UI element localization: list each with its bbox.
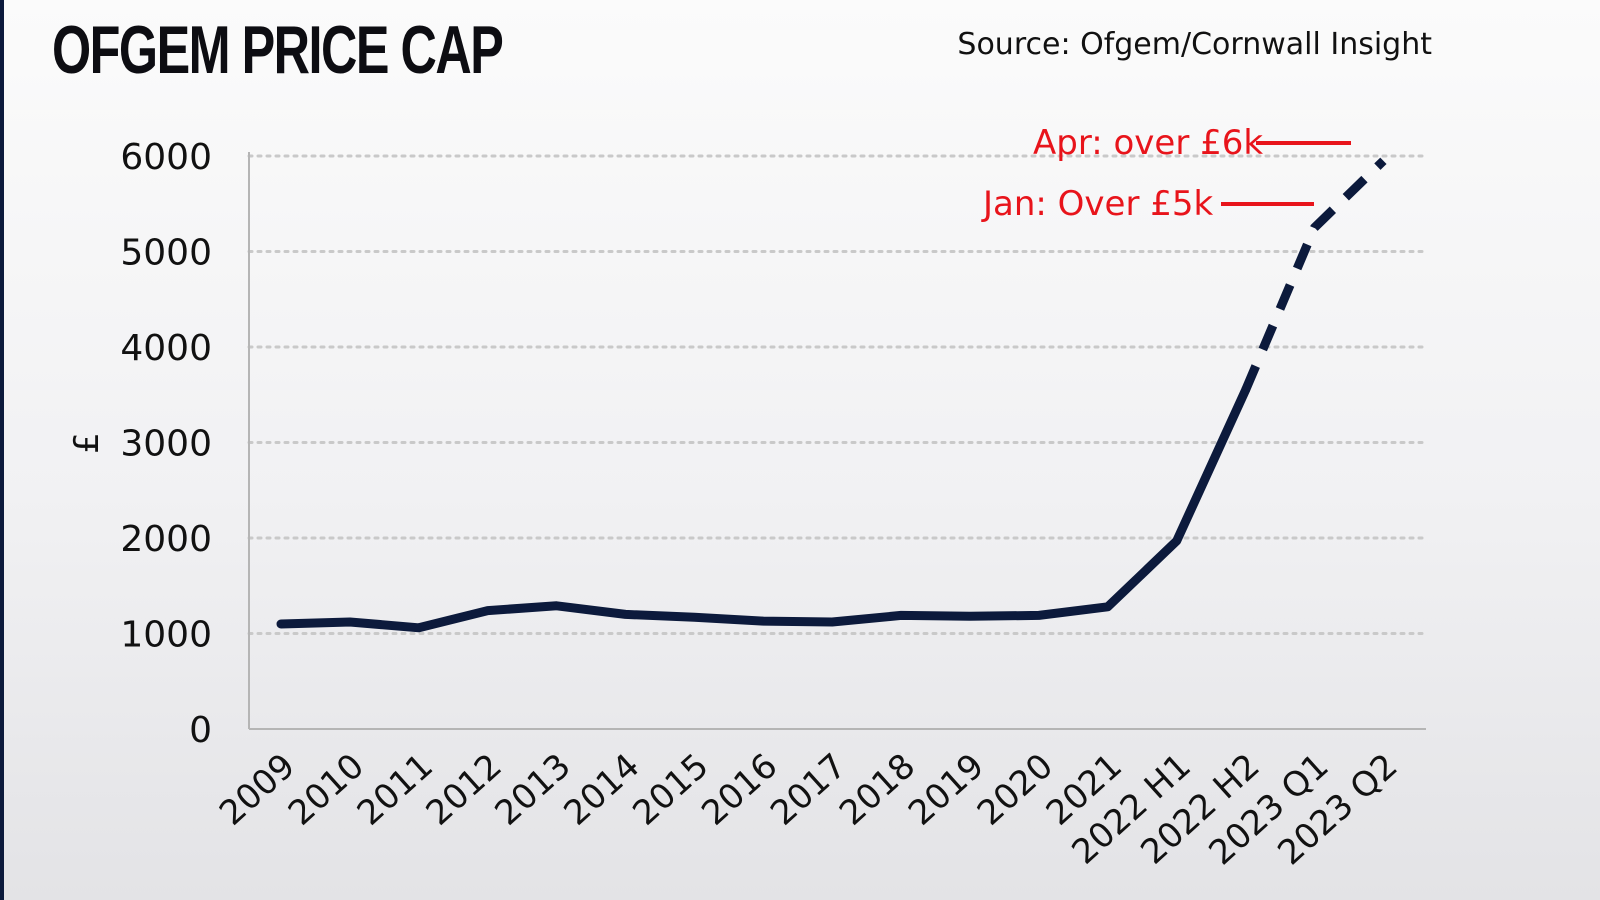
y-tick-label: 2000 bbox=[120, 519, 212, 560]
projection-line-segment bbox=[1241, 157, 1387, 392]
x-tick-label: 2009 bbox=[212, 746, 303, 834]
x-tick-label: 2012 bbox=[419, 746, 510, 834]
source-credit: Source: Ofgem/Cornwall Insight bbox=[957, 27, 1432, 62]
x-tick-label: 2016 bbox=[694, 746, 785, 834]
y-tick-label: 0 bbox=[189, 710, 212, 751]
y-tick-label: 4000 bbox=[120, 328, 212, 369]
x-tick-label: 2013 bbox=[488, 746, 579, 834]
y-tick-label: 6000 bbox=[120, 137, 212, 178]
grid-lines bbox=[247, 154, 1428, 635]
x-tick-label: 2020 bbox=[970, 746, 1061, 834]
annotations: Apr: over £6k Jan: Over £5k bbox=[981, 123, 1351, 224]
x-tick-label: 2014 bbox=[556, 746, 647, 834]
x-tick-label: 2015 bbox=[625, 746, 716, 834]
annotation-label: Apr: over £6k bbox=[1033, 123, 1263, 163]
chart-title: OFGEM PRICE CAP bbox=[52, 12, 504, 88]
x-tick-label: 2017 bbox=[763, 746, 854, 834]
actual-line-segment bbox=[276, 385, 1251, 633]
x-tick-label: 2010 bbox=[281, 746, 372, 834]
left-accent-bar bbox=[0, 0, 4, 900]
x-tick-labels: 2009201020112012201320142015201620172018… bbox=[212, 746, 1405, 873]
y-tick-label: 5000 bbox=[120, 233, 212, 274]
x-tick-label: 2018 bbox=[832, 746, 923, 834]
annotation-label: Jan: Over £5k bbox=[981, 184, 1214, 224]
series-lines bbox=[276, 157, 1387, 633]
y-axis-label: £ bbox=[67, 432, 107, 454]
y-tick-label: 1000 bbox=[120, 615, 212, 656]
x-tick-label: 2011 bbox=[350, 746, 441, 834]
x-tick-label: 2019 bbox=[901, 746, 992, 834]
y-tick-labels: 0 1000 2000 3000 4000 5000 6000 bbox=[120, 137, 212, 751]
y-tick-label: 3000 bbox=[120, 424, 212, 465]
